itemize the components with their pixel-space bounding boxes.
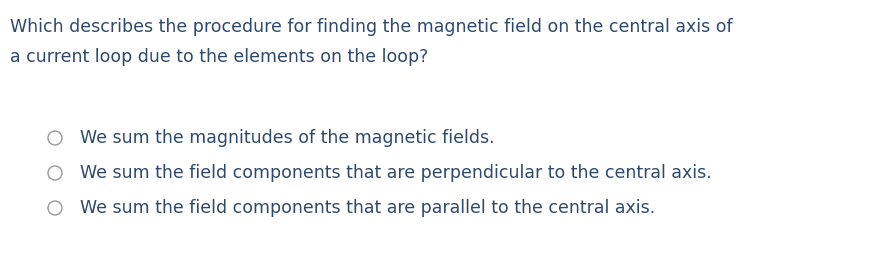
Text: We sum the magnitudes of the magnetic fields.: We sum the magnitudes of the magnetic fi… [80, 129, 495, 147]
Text: Which describes the procedure for finding the magnetic field on the central axis: Which describes the procedure for findin… [10, 18, 733, 36]
Text: We sum the field components that are parallel to the central axis.: We sum the field components that are par… [80, 199, 656, 217]
Text: a current loop due to the elements on the loop?: a current loop due to the elements on th… [10, 48, 429, 66]
Text: We sum the field components that are perpendicular to the central axis.: We sum the field components that are per… [80, 164, 712, 182]
